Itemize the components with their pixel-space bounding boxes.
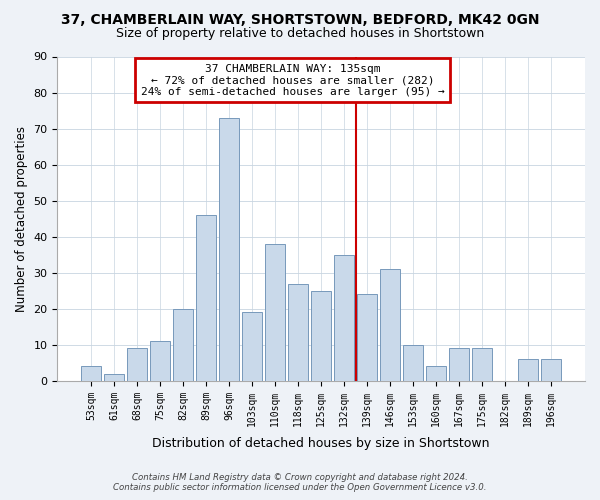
Bar xyxy=(403,345,423,381)
Bar xyxy=(427,366,446,381)
Bar xyxy=(334,255,354,381)
Text: Contains HM Land Registry data © Crown copyright and database right 2024.
Contai: Contains HM Land Registry data © Crown c… xyxy=(113,473,487,492)
Y-axis label: Number of detached properties: Number of detached properties xyxy=(15,126,28,312)
Bar xyxy=(358,294,377,381)
Text: 37, CHAMBERLAIN WAY, SHORTSTOWN, BEDFORD, MK42 0GN: 37, CHAMBERLAIN WAY, SHORTSTOWN, BEDFORD… xyxy=(61,12,539,26)
Bar xyxy=(265,244,285,381)
Bar xyxy=(104,374,124,381)
Bar xyxy=(82,366,101,381)
Bar xyxy=(541,360,561,381)
Bar xyxy=(220,118,239,381)
Bar xyxy=(518,360,538,381)
Text: 37 CHAMBERLAIN WAY: 135sqm
← 72% of detached houses are smaller (282)
24% of sem: 37 CHAMBERLAIN WAY: 135sqm ← 72% of deta… xyxy=(140,64,445,97)
X-axis label: Distribution of detached houses by size in Shortstown: Distribution of detached houses by size … xyxy=(152,437,490,450)
Bar xyxy=(311,291,331,381)
Bar xyxy=(449,348,469,381)
Text: Size of property relative to detached houses in Shortstown: Size of property relative to detached ho… xyxy=(116,28,484,40)
Bar xyxy=(173,309,193,381)
Bar xyxy=(472,348,492,381)
Bar xyxy=(289,284,308,381)
Bar xyxy=(127,348,147,381)
Bar xyxy=(242,312,262,381)
Bar xyxy=(380,269,400,381)
Bar xyxy=(196,215,216,381)
Bar xyxy=(151,342,170,381)
